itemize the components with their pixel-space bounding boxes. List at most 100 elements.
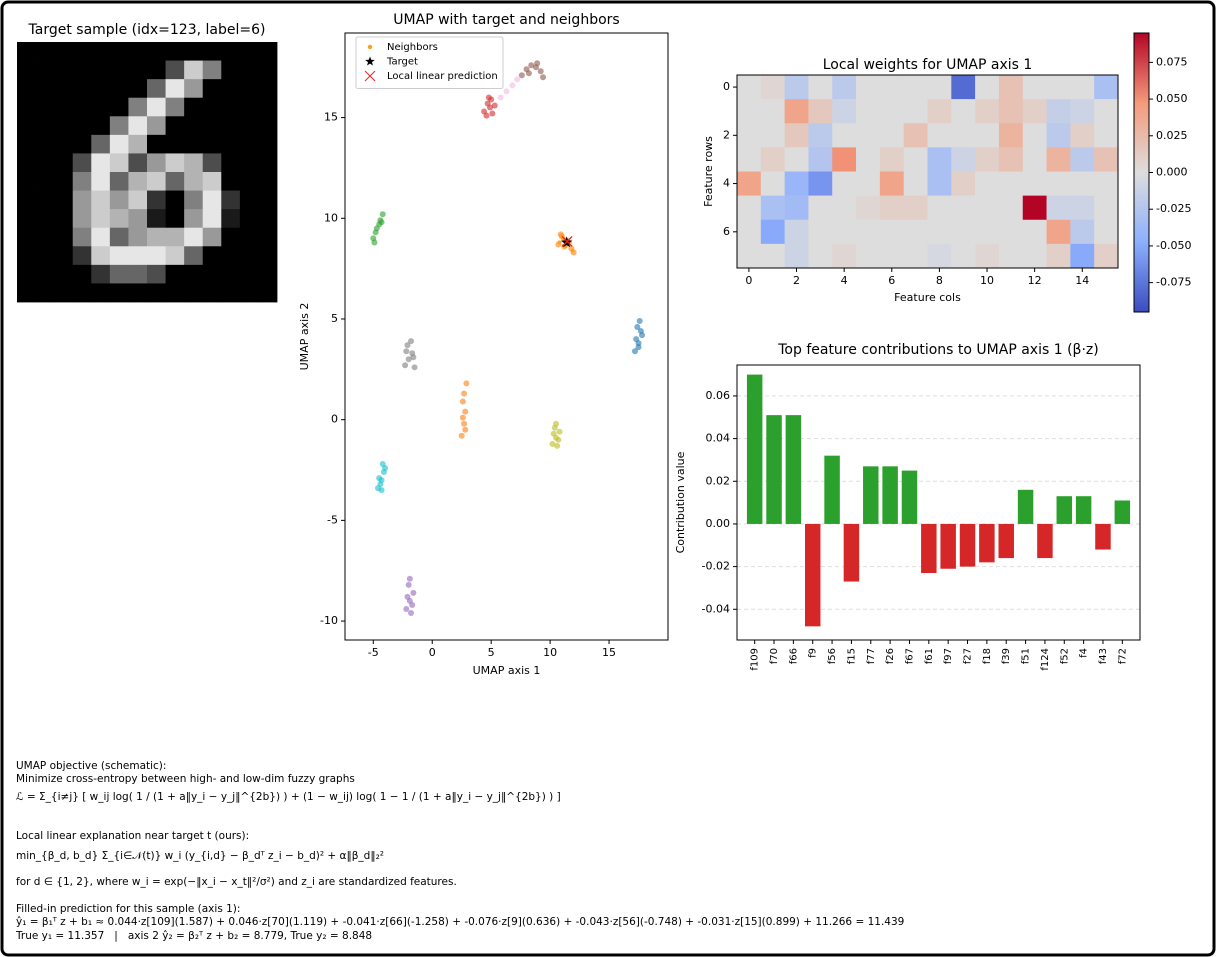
y-tick-label: -5 [327,513,338,526]
pixel [35,153,55,173]
x-tick-label: f109 [750,648,761,671]
pixel [35,134,55,154]
pixel [54,227,74,247]
y-tick-label: 0.02 [706,474,731,487]
heatmap-cell [879,195,904,221]
heatmap-cell [903,243,928,269]
heatmap-cell [737,123,762,148]
heatmap-cell [856,219,881,245]
heatmap-cell [832,195,857,221]
heatmap-cell [1046,75,1071,100]
point [403,605,410,612]
point [486,104,493,111]
heatmap-cell [975,243,1000,269]
pixel [109,134,129,154]
pixel [221,190,241,210]
heatmap-cell [975,195,1000,221]
pixel [72,227,92,247]
pixel [258,246,278,266]
heatmap-cell [832,243,857,269]
heatmap-cell [998,75,1024,100]
pixel [128,79,148,99]
bar [901,470,918,524]
x-tick-label: f56 [827,648,838,664]
x-tick-label: f15 [846,648,857,664]
y-tick-label: 2 [723,128,730,141]
point [377,481,384,488]
pixel [72,134,92,154]
pixel [239,116,259,136]
pixel [91,153,111,173]
pixel [239,190,259,210]
pixel [147,209,166,229]
point [537,68,544,75]
y-tick-label: 10 [324,211,338,224]
pixel [147,172,166,191]
bar [824,455,840,524]
pixel [91,246,111,266]
point [402,362,409,369]
heatmap-cell [1046,99,1071,124]
pixel [109,60,129,80]
pixel [221,153,241,173]
pixel [165,134,185,154]
pixel [258,190,278,210]
pixel [258,79,278,99]
y-tick-label: 0.06 [706,389,731,402]
y-axis-label: UMAP axis 2 [298,303,311,371]
point [411,364,418,371]
point [489,110,496,117]
pixel [239,264,259,284]
heatmap-cell [784,75,809,100]
pixel [35,60,55,80]
pixel [221,264,241,284]
heatmap-cell [903,75,928,100]
point [503,88,510,95]
pixel [17,190,36,210]
y-tick-label: 0 [331,413,338,426]
pixel [54,97,74,117]
pixel [147,134,166,154]
pixel [184,134,204,154]
point [459,398,466,405]
y-tick-label: 0.04 [706,432,731,445]
bar [1037,523,1053,559]
heatmap-cell [951,147,976,172]
x-tick-label: 0 [429,646,436,659]
pixel [165,209,185,229]
x-tick-label: 10 [980,274,994,287]
pixel [17,227,36,247]
pixel [221,116,241,136]
pixel [35,227,55,247]
bar [746,374,763,524]
axes-frame [736,364,1141,641]
pixel [165,172,185,191]
heatmap-cell [760,99,785,124]
point [636,317,643,324]
pixel [17,283,36,303]
heatmap-cell [879,219,904,245]
heatmap-cell [1094,99,1119,124]
pixel [202,153,222,173]
bar [863,466,879,524]
pixel [202,209,222,229]
heatmap-cell [856,147,881,172]
y-tick-label: 6 [723,225,730,238]
heatmap-cell [737,147,762,172]
point [378,219,385,226]
heatmap-cell [808,219,833,245]
bar [804,523,821,627]
pixel [258,264,278,284]
pixel [184,172,204,191]
pixel [202,190,222,210]
pixel [147,227,166,247]
pixel [128,227,148,247]
heatmap-cell [975,123,1000,148]
pixel [72,79,92,99]
heatmap-cell [760,171,785,196]
pixel [239,172,259,191]
pixel [35,283,55,303]
bar [1114,500,1131,524]
pixel [165,60,185,80]
heatmap-cell [927,219,952,245]
